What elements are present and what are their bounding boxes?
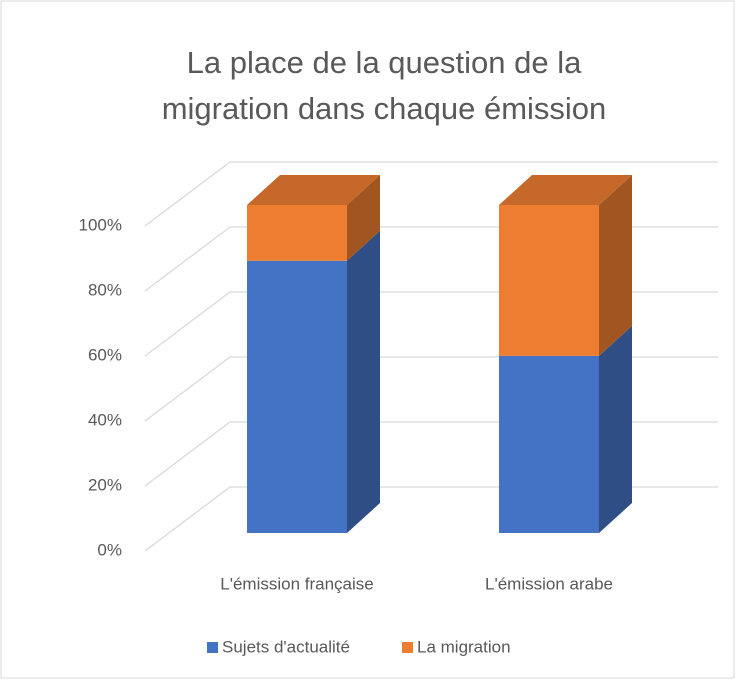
legend-label: La migration xyxy=(417,637,511,656)
bar-top xyxy=(247,175,380,205)
bar-segment xyxy=(247,205,347,261)
x-tick-label: L'émission française xyxy=(220,574,373,593)
chart-title: La place de la question de la migration … xyxy=(161,45,607,126)
bar-top xyxy=(499,175,632,205)
y-tick-label: 80% xyxy=(88,280,122,299)
y-tick-label: 20% xyxy=(88,475,122,494)
bar-side xyxy=(347,175,380,261)
legend-swatch xyxy=(402,642,413,653)
bar-side xyxy=(599,175,632,356)
bar-segment xyxy=(499,205,599,356)
y-tick-label: 0% xyxy=(97,540,122,559)
bar-side xyxy=(599,325,632,533)
y-tick-label: 60% xyxy=(88,345,122,364)
legend-swatch xyxy=(207,642,218,653)
grid-line xyxy=(144,161,718,227)
bar-segment xyxy=(247,260,347,533)
y-tick-label: 100% xyxy=(79,215,122,234)
legend-label: Sujets d'actualité xyxy=(222,637,350,656)
y-tick-label: 40% xyxy=(88,410,122,429)
x-tick-label: L'émission arabe xyxy=(485,574,613,593)
bar-segment xyxy=(499,355,599,533)
bar-side xyxy=(347,230,380,533)
